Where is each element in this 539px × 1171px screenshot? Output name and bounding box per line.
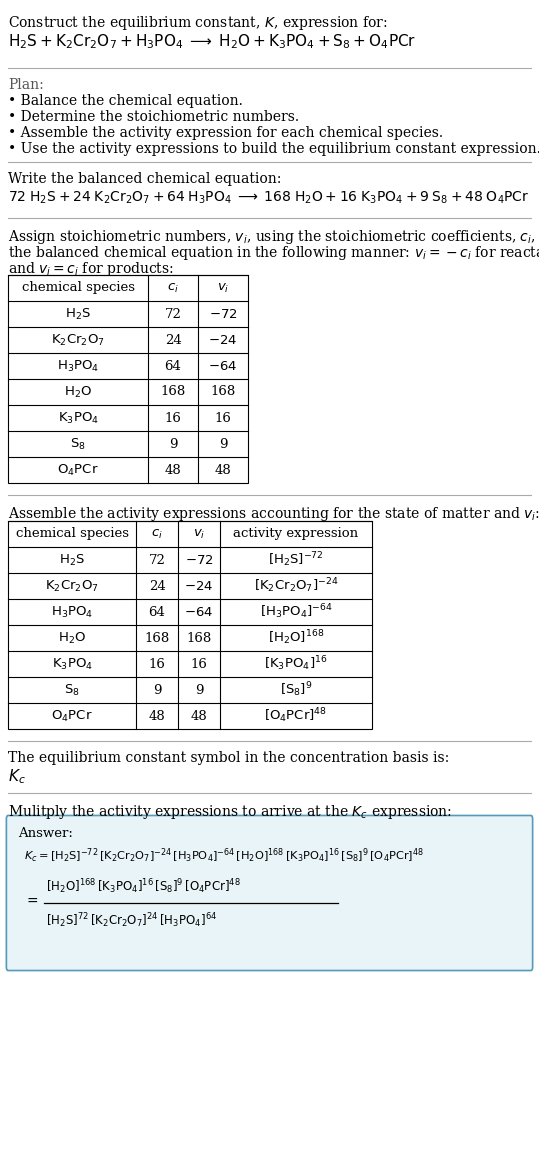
- Text: $[\mathrm{H_2O}]^{168}\,[\mathrm{K_3PO_4}]^{16}\,[\mathrm{S_8}]^{9}\,[\mathrm{O_: $[\mathrm{H_2O}]^{168}\,[\mathrm{K_3PO_4…: [46, 877, 241, 896]
- Text: the balanced chemical equation in the following manner: $v_i = -c_i$ for reactan: the balanced chemical equation in the fo…: [8, 244, 539, 262]
- Text: Plan:: Plan:: [8, 78, 44, 93]
- Text: 24: 24: [149, 580, 165, 593]
- Text: 16: 16: [191, 657, 208, 671]
- Text: 64: 64: [164, 359, 182, 372]
- Text: 16: 16: [164, 411, 182, 425]
- Text: and $v_i = c_i$ for products:: and $v_i = c_i$ for products:: [8, 260, 174, 278]
- Text: $\mathrm{H_3PO_4}$: $\mathrm{H_3PO_4}$: [57, 358, 99, 374]
- Text: 24: 24: [164, 334, 182, 347]
- Text: chemical species: chemical species: [22, 281, 135, 294]
- Text: $K_c = [\mathrm{H_2S}]^{-72}\,[\mathrm{K_2Cr_2O_7}]^{-24}\,[\mathrm{H_3PO_4}]^{-: $K_c = [\mathrm{H_2S}]^{-72}\,[\mathrm{K…: [24, 847, 424, 865]
- Text: $-24$: $-24$: [209, 334, 238, 347]
- Text: $c_i$: $c_i$: [151, 527, 163, 541]
- Text: 168: 168: [144, 631, 170, 644]
- Text: 48: 48: [215, 464, 231, 477]
- Text: 64: 64: [149, 605, 165, 618]
- Text: Write the balanced chemical equation:: Write the balanced chemical equation:: [8, 172, 281, 186]
- Text: 16: 16: [215, 411, 231, 425]
- Text: 48: 48: [191, 710, 208, 723]
- Text: $\mathrm{O_4PCr}$: $\mathrm{O_4PCr}$: [57, 463, 99, 478]
- Text: $\mathrm{K_3PO_4}$: $\mathrm{K_3PO_4}$: [52, 657, 93, 671]
- Text: 16: 16: [149, 657, 165, 671]
- Text: $v_i$: $v_i$: [193, 527, 205, 541]
- Text: $=$: $=$: [24, 893, 39, 908]
- Text: $\mathrm{H_2S}$: $\mathrm{H_2S}$: [59, 553, 85, 568]
- Text: • Assemble the activity expression for each chemical species.: • Assemble the activity expression for e…: [8, 126, 443, 141]
- Text: $[\mathrm{H_3PO_4}]^{-64}$: $[\mathrm{H_3PO_4}]^{-64}$: [260, 603, 333, 622]
- Text: $-72$: $-72$: [185, 554, 213, 567]
- Text: $\mathrm{O_4PCr}$: $\mathrm{O_4PCr}$: [51, 708, 93, 724]
- Text: $[\mathrm{H_2O}]^{168}$: $[\mathrm{H_2O}]^{168}$: [268, 629, 324, 648]
- Text: $\mathrm{H_2S + K_2Cr_2O_7 + H_3PO_4 \;\longrightarrow\; H_2O + K_3PO_4 + S_8 + : $\mathrm{H_2S + K_2Cr_2O_7 + H_3PO_4 \;\…: [8, 32, 416, 50]
- Text: $\mathrm{S_8}$: $\mathrm{S_8}$: [70, 437, 86, 452]
- Text: • Use the activity expressions to build the equilibrium constant expression.: • Use the activity expressions to build …: [8, 142, 539, 156]
- Text: $-24$: $-24$: [184, 580, 213, 593]
- Text: $c_i$: $c_i$: [167, 281, 179, 295]
- Text: Mulitply the activity expressions to arrive at the $K_c$ expression:: Mulitply the activity expressions to arr…: [8, 803, 452, 821]
- Text: $-64$: $-64$: [184, 605, 213, 618]
- Text: The equilibrium constant symbol in the concentration basis is:: The equilibrium constant symbol in the c…: [8, 751, 449, 765]
- Text: $-64$: $-64$: [209, 359, 238, 372]
- Text: 9: 9: [153, 684, 161, 697]
- Bar: [8, 275, 248, 482]
- Text: $\mathrm{K_2Cr_2O_7}$: $\mathrm{K_2Cr_2O_7}$: [45, 578, 99, 594]
- Text: $K_c$: $K_c$: [8, 767, 26, 786]
- Text: $[\mathrm{K_2Cr_2O_7}]^{-24}$: $[\mathrm{K_2Cr_2O_7}]^{-24}$: [254, 576, 338, 595]
- Text: $\mathrm{H_2S}$: $\mathrm{H_2S}$: [65, 307, 91, 322]
- Text: 168: 168: [186, 631, 212, 644]
- Text: $v_i$: $v_i$: [217, 281, 229, 295]
- Text: 9: 9: [195, 684, 203, 697]
- Text: 48: 48: [149, 710, 165, 723]
- Text: 168: 168: [161, 385, 185, 398]
- FancyBboxPatch shape: [6, 815, 533, 971]
- Text: 9: 9: [169, 438, 177, 451]
- Text: Answer:: Answer:: [18, 827, 73, 840]
- Text: Construct the equilibrium constant, $K$, expression for:: Construct the equilibrium constant, $K$,…: [8, 14, 388, 32]
- Text: $[\mathrm{H_2S}]^{72}\,[\mathrm{K_2Cr_2O_7}]^{24}\,[\mathrm{H_3PO_4}]^{64}$: $[\mathrm{H_2S}]^{72}\,[\mathrm{K_2Cr_2O…: [46, 911, 217, 930]
- Text: $\mathrm{H_3PO_4}$: $\mathrm{H_3PO_4}$: [51, 604, 93, 619]
- Text: Assign stoichiometric numbers, $v_i$, using the stoichiometric coefficients, $c_: Assign stoichiometric numbers, $v_i$, us…: [8, 228, 539, 246]
- Text: $\mathrm{H_2O}$: $\mathrm{H_2O}$: [64, 384, 92, 399]
- Text: Assemble the activity expressions accounting for the state of matter and $v_i$:: Assemble the activity expressions accoun…: [8, 505, 539, 523]
- Text: $\mathrm{S_8}$: $\mathrm{S_8}$: [64, 683, 80, 698]
- Text: • Determine the stoichiometric numbers.: • Determine the stoichiometric numbers.: [8, 110, 299, 124]
- Bar: [8, 521, 372, 730]
- Text: $\mathrm{72\;H_2S + 24\;K_2Cr_2O_7 + 64\;H_3PO_4 \;\longrightarrow\; 168\;H_2O +: $\mathrm{72\;H_2S + 24\;K_2Cr_2O_7 + 64\…: [8, 190, 529, 206]
- Text: activity expression: activity expression: [233, 527, 358, 541]
- Text: 72: 72: [149, 554, 165, 567]
- Text: $\mathrm{K_3PO_4}$: $\mathrm{K_3PO_4}$: [58, 411, 99, 425]
- Text: 72: 72: [164, 308, 182, 321]
- Text: $[\mathrm{O_4PCr}]^{48}$: $[\mathrm{O_4PCr}]^{48}$: [265, 706, 328, 725]
- Text: 168: 168: [210, 385, 236, 398]
- Text: chemical species: chemical species: [16, 527, 128, 541]
- Text: $-72$: $-72$: [209, 308, 237, 321]
- Text: $[\mathrm{K_3PO_4}]^{16}$: $[\mathrm{K_3PO_4}]^{16}$: [264, 655, 328, 673]
- Text: 9: 9: [219, 438, 227, 451]
- Text: $[\mathrm{S_8}]^{9}$: $[\mathrm{S_8}]^{9}$: [280, 680, 312, 699]
- Text: 48: 48: [164, 464, 182, 477]
- Text: $\mathrm{K_2Cr_2O_7}$: $\mathrm{K_2Cr_2O_7}$: [51, 333, 105, 348]
- Text: $[\mathrm{H_2S}]^{-72}$: $[\mathrm{H_2S}]^{-72}$: [268, 550, 324, 569]
- Text: • Balance the chemical equation.: • Balance the chemical equation.: [8, 94, 243, 108]
- Text: $\mathrm{H_2O}$: $\mathrm{H_2O}$: [58, 630, 86, 645]
